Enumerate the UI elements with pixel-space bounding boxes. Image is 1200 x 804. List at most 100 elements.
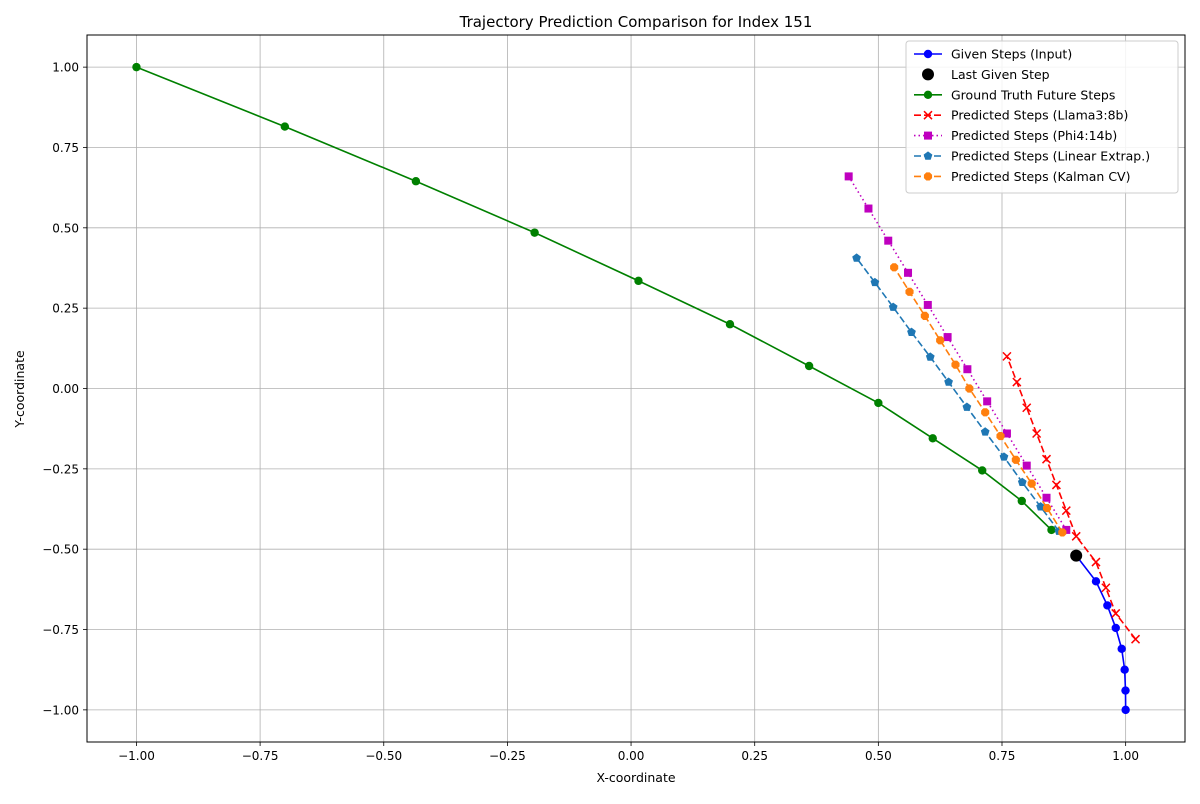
x-tick-label: −0.50	[365, 749, 402, 763]
series-point	[1091, 577, 1101, 586]
legend-marker	[922, 68, 934, 81]
legend-marker	[923, 151, 933, 160]
legend-marker	[924, 131, 932, 140]
series-point	[1017, 496, 1026, 506]
series-point	[1120, 665, 1129, 674]
series-point	[1042, 503, 1052, 513]
series-point-stroke	[1061, 506, 1071, 516]
series-line	[847, 175, 1067, 531]
x-tick-label: 0.00	[618, 749, 645, 763]
series-point-stroke	[1091, 557, 1101, 567]
series-point-stroke	[1002, 351, 1012, 361]
series-point	[920, 311, 929, 320]
y-tick-label: −0.75	[42, 623, 79, 637]
legend-marker	[923, 49, 933, 59]
series-point	[888, 302, 898, 311]
legend-entry: Ground Truth Future Steps	[914, 87, 1115, 102]
series-point-stroke	[1012, 377, 1022, 387]
series-point	[1032, 428, 1042, 439]
series-point-stroke	[1071, 531, 1081, 541]
legend-entry: Predicted Steps (Phi4:14b)	[914, 128, 1117, 143]
series-line	[893, 266, 1064, 533]
series-point	[870, 277, 880, 287]
series-point-stroke	[1041, 454, 1052, 464]
series-point	[905, 287, 914, 296]
legend-marker	[923, 110, 933, 120]
series-point	[1041, 454, 1052, 464]
series-point	[530, 228, 539, 237]
series-point	[1091, 557, 1101, 567]
y-tick-label: −1.00	[42, 703, 79, 717]
series-1	[1070, 549, 1083, 562]
series-point	[1042, 493, 1051, 502]
series-point	[1002, 351, 1012, 361]
series-3	[1002, 351, 1141, 644]
series-point	[1061, 506, 1071, 516]
x-tick-label: −0.75	[242, 749, 279, 763]
series-point	[1012, 377, 1022, 387]
series-point	[1111, 608, 1121, 618]
series-point	[951, 360, 960, 369]
series-line	[1006, 356, 1137, 640]
x-tick-label: 1.00	[1112, 749, 1139, 763]
series-line	[136, 66, 1053, 531]
y-tick-label: 0.50	[52, 221, 79, 235]
series-point	[928, 434, 937, 443]
plot-series	[132, 62, 1141, 715]
legend-marker	[923, 172, 933, 181]
series-point	[864, 204, 873, 213]
y-tick-label: 0.00	[52, 382, 79, 396]
series-point	[983, 397, 992, 406]
series-point	[1022, 403, 1032, 413]
y-tick-label: −0.25	[42, 462, 79, 476]
series-point	[999, 452, 1009, 461]
series-point	[907, 327, 916, 336]
series-point	[944, 377, 953, 386]
series-point	[725, 320, 735, 329]
series-point	[411, 177, 421, 186]
series-6	[890, 263, 1067, 537]
series-point	[996, 432, 1005, 441]
series-point	[904, 268, 913, 277]
series-point	[1051, 480, 1061, 490]
legend-entry: Predicted Steps (Llama3:8b)	[914, 108, 1128, 123]
series-point	[965, 384, 974, 393]
series-point	[890, 263, 899, 272]
x-tick-label: −1.00	[118, 749, 155, 763]
series-point	[852, 253, 861, 262]
legend-label: Predicted Steps (Llama3:8b)	[951, 108, 1128, 123]
series-point	[874, 398, 883, 408]
x-axis-label: X-coordinate	[596, 770, 675, 785]
series-point	[280, 122, 290, 131]
series-point	[1027, 479, 1036, 488]
series-point	[1117, 644, 1126, 654]
series-point-stroke	[1051, 480, 1061, 490]
legend-label: Ground Truth Future Steps	[951, 87, 1115, 102]
series-point	[1121, 686, 1130, 695]
series-0	[1071, 551, 1130, 715]
series-point	[936, 336, 945, 345]
legend-entry: Last Given Step	[922, 67, 1050, 82]
plot-frame	[86, 34, 1186, 743]
legend-entry: Given Steps (Input)	[914, 47, 1072, 62]
legend-marker	[923, 90, 933, 100]
y-tick-label: 1.00	[52, 61, 79, 75]
x-tick-label: 0.75	[989, 749, 1016, 763]
legend-label: Predicted Steps (Kalman CV)	[951, 169, 1130, 184]
series-point-stroke	[1131, 634, 1141, 644]
series-point	[1036, 502, 1045, 511]
series-point	[925, 352, 935, 361]
legend-label: Given Steps (Input)	[951, 47, 1072, 62]
series-point	[804, 361, 814, 371]
y-tick-label: −0.50	[42, 543, 79, 557]
series-point	[981, 408, 990, 417]
series-point-stroke	[1022, 403, 1032, 413]
legend: Given Steps (Input) Last Given Step Ground…	[905, 40, 1179, 194]
series-point	[1071, 531, 1081, 541]
series-point	[884, 236, 893, 245]
legend-box	[905, 40, 1179, 194]
legend-label: Predicted Steps (Linear Extrap.)	[951, 149, 1150, 164]
axis-ticks: −1.00 −0.75 −0.50 −0.25 0.00 0.25 0.50 0.75 1.00…	[42, 61, 1139, 763]
series-2	[132, 62, 1056, 535]
